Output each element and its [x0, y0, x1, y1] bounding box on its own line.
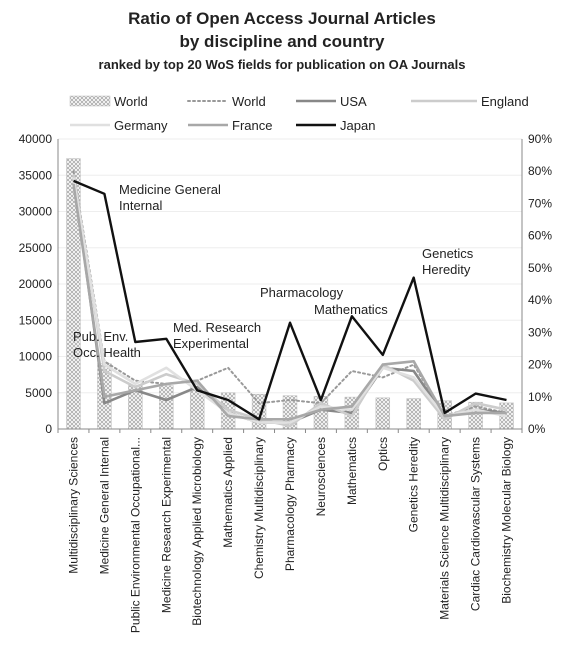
series-line-germany-3 — [72, 177, 507, 424]
chart-subtitle: ranked by top 20 WoS fields for publicat… — [99, 57, 466, 72]
annotation-label: Genetics — [422, 246, 474, 261]
series-line-france-4 — [72, 183, 507, 421]
right-tick-label: 70% — [528, 196, 552, 210]
left-tick-label: 25000 — [19, 241, 53, 255]
left-tick-label: 5000 — [25, 386, 52, 400]
legend-label: World — [232, 94, 266, 109]
right-axis-ticks: 0% 10% 20% 30% 40% 50% 60% 70% 80% 90% — [528, 132, 552, 436]
annotation-label: Internal — [119, 198, 162, 213]
gridlines — [58, 138, 522, 394]
annotation-label: Pharmacology — [260, 285, 344, 300]
right-tick-label: 50% — [528, 261, 552, 275]
legend-label: Germany — [114, 118, 168, 133]
right-tick-label: 10% — [528, 390, 552, 404]
right-tick-label: 60% — [528, 229, 552, 243]
category-labels: Multidisciplinary Sciences Medicine Gener… — [66, 437, 513, 633]
series-line-japan-5 — [73, 179, 507, 421]
annotation-label: Occ. Health — [73, 345, 141, 360]
legend-label: USA — [340, 94, 367, 109]
right-tick-label: 20% — [528, 358, 552, 372]
category-label: Genetics Heredity — [407, 437, 421, 532]
left-tick-label: 15000 — [19, 313, 53, 327]
right-tick-label: 80% — [528, 164, 552, 178]
legend-label: Japan — [340, 118, 375, 133]
annotation-label: Experimental — [173, 336, 249, 351]
left-tick-label: 40000 — [19, 132, 53, 146]
axes — [57, 139, 523, 433]
category-label: Medicine General Internal — [97, 437, 111, 574]
right-tick-label: 0% — [528, 422, 546, 436]
series-line-england-2 — [72, 174, 507, 428]
legend-label: England — [481, 94, 529, 109]
category-label: Biotechnology Applied Microbiology — [190, 437, 204, 626]
category-label: Biochemistry Molecular Biology — [500, 437, 514, 604]
left-axis-ticks: 0 5000 10000 15000 20000 25000 30000 35000 40000 — [19, 132, 53, 436]
category-label: Pharmacology Pharmacy — [283, 437, 297, 571]
category-label: Public Environmental Occupational... — [128, 437, 142, 633]
annotation-label: Medicine General — [119, 182, 221, 197]
bar-world-3 — [159, 385, 174, 430]
right-tick-label: 30% — [528, 325, 552, 339]
category-label: Cardiac Cardiovascular Systems — [469, 437, 483, 611]
right-tick-label: 40% — [528, 293, 552, 307]
left-tick-label: 0 — [45, 422, 52, 436]
series-lines — [72, 170, 508, 428]
category-label: Materials Science Multidisciplinary — [438, 437, 452, 620]
left-tick-label: 35000 — [19, 168, 53, 182]
annotation-label: Pub. Env. — [73, 329, 128, 344]
bar-world-11 — [406, 398, 421, 430]
category-label: Optics — [376, 437, 390, 471]
legend-label: France — [232, 118, 272, 133]
annotation-label: Heredity — [422, 262, 471, 277]
category-label: Mathematics — [345, 437, 359, 505]
chart-title-line-2: by discipline and country — [180, 32, 386, 51]
chart-title-line-1: Ratio of Open Access Journal Articles — [128, 9, 436, 28]
legend-label: World — [114, 94, 148, 109]
category-label: Medicine Research Experimental — [159, 437, 173, 613]
category-label: Neurosciences — [314, 437, 328, 516]
right-tick-label: 90% — [528, 132, 552, 146]
category-label: Mathematics Applied — [221, 437, 235, 548]
legend-swatch-world-bars — [69, 95, 111, 107]
bar-world-10 — [375, 397, 391, 430]
category-label: Multidisciplinary Sciences — [66, 437, 80, 574]
left-tick-label: 10000 — [19, 350, 53, 364]
left-tick-label: 30000 — [19, 205, 53, 219]
legend: World World USA England Germany France Japan — [69, 94, 529, 133]
left-tick-label: 20000 — [19, 277, 53, 291]
annotation-label: Med. Research — [173, 320, 261, 335]
category-label: Chemistry Multidisciplinary — [252, 437, 266, 579]
annotation-label: Mathematics — [314, 302, 388, 317]
